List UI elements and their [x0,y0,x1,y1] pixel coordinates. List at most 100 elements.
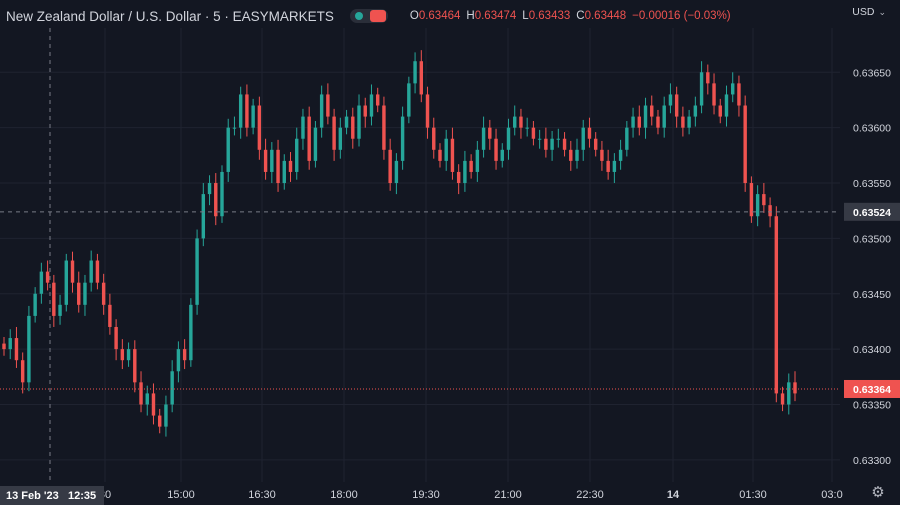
candle-body [407,83,411,117]
candle-body [444,138,448,161]
candle [220,165,224,223]
candle-body [519,116,523,128]
candle [693,96,698,127]
candle-body [475,149,480,172]
candle [120,339,125,370]
candle-body [787,382,791,405]
candle-body [238,94,243,128]
crosshair-time-badge [0,486,104,505]
candle-body [650,105,654,117]
candle [232,116,237,136]
candle-body [351,116,355,139]
candle [612,153,617,184]
price-tick-label: 0.63300 [853,455,891,467]
candle-body [425,94,430,128]
candle-body [369,94,374,117]
price-tick-label: 0.63400 [853,344,891,356]
candle-body [126,349,131,361]
gear-icon[interactable]: ⚙ [871,484,885,501]
candle [351,107,355,149]
candle [20,352,25,394]
candle-body [687,116,691,128]
currency-selector[interactable]: USD ⌄ [852,6,886,18]
candle-body [108,304,112,327]
candle [419,50,424,103]
symbol-title[interactable]: New Zealand Dollar / U.S. Dollar · 5 · E… [6,8,334,24]
candle-body [207,183,212,195]
candle-body [737,83,741,106]
candle-body [606,160,610,172]
candle-body [625,127,629,150]
candle [176,341,181,383]
candle-body [344,116,349,128]
open-value: 0.63464 [418,10,461,22]
candle [587,117,592,148]
candle [189,298,193,367]
legend-header: New Zealand Dollar / U.S. Dollar · 5 · E… [6,6,731,26]
candle-body [282,160,286,184]
last-price-badge [844,379,900,398]
visibility-toggle[interactable] [349,9,388,23]
candle-body [382,105,386,150]
candle [506,118,511,160]
candle-body [662,105,666,128]
candle-body [525,127,529,129]
candle-body [562,138,567,150]
candle [214,173,218,226]
candle [89,250,93,292]
candle [780,386,785,412]
candle-body [388,149,392,184]
candle-body [263,149,268,172]
price-axis: 0.63650 0.63600 0.63550 0.63500 0.63450 0.634… [844,67,900,467]
candle-body [157,415,162,427]
candle [301,108,305,150]
candle-body [731,83,735,95]
candle-body [151,393,156,416]
candle [743,95,747,192]
candle [332,108,336,161]
candle-body [251,105,255,128]
price-tick-label: 0.63450 [853,289,891,301]
candle-body [774,216,779,394]
candle [544,127,548,158]
candle-body [8,338,12,350]
candle [762,183,766,213]
candle [114,319,118,361]
candle [787,373,791,415]
candle [170,360,174,413]
candle [456,164,461,195]
candle-body [270,149,274,172]
candle [400,106,405,170]
candle-body [139,382,143,405]
candle [369,84,374,126]
candle [338,117,343,159]
candle [774,206,779,403]
candle [600,140,604,171]
candle [662,96,666,138]
candle-body [544,138,548,150]
candle-body [182,349,187,361]
candle [295,127,299,180]
candle-body [176,349,181,372]
candle-body [643,105,648,128]
chart-overlays [0,28,840,482]
candle-body [780,393,785,405]
eye-icon[interactable] [369,10,386,22]
candle [494,128,498,170]
candle-body [718,105,722,117]
candle-body [357,105,361,139]
candle-body [288,160,293,172]
crosshair-price-badge [844,202,900,221]
candle [195,229,199,315]
candle-body [27,315,31,383]
candle-body [631,116,635,128]
candle [70,251,75,293]
candle [749,176,754,223]
candle-body [45,271,50,283]
candle-body [575,149,579,161]
candle [432,117,436,159]
candle-body [226,127,230,172]
candle-body [432,127,436,150]
candle-body [375,94,380,106]
